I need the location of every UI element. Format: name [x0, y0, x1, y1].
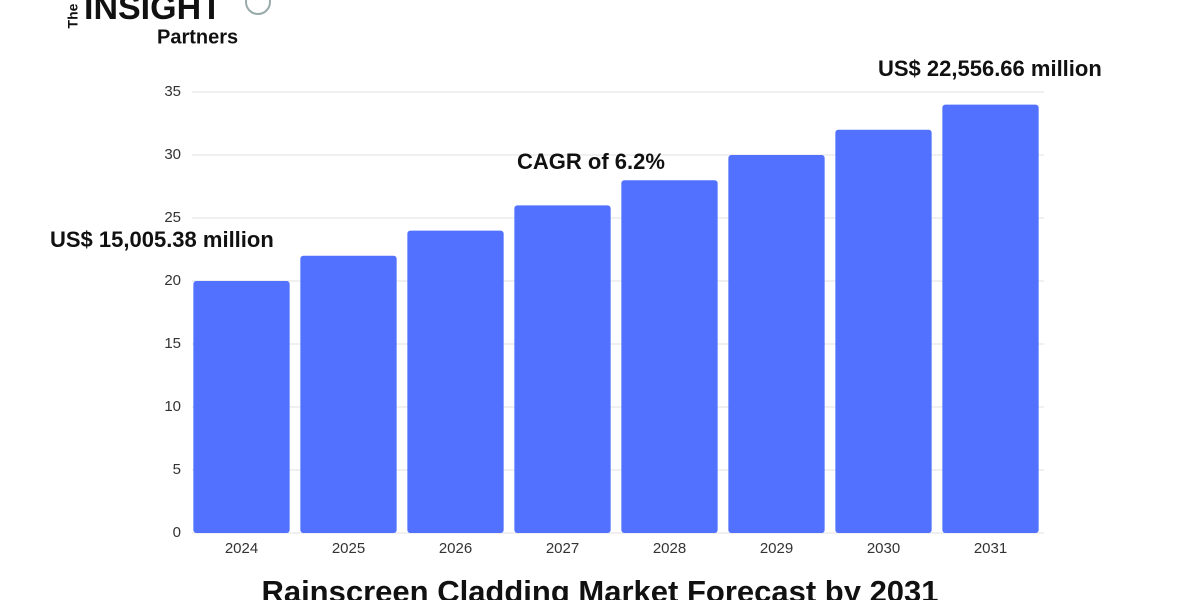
- annotation: CAGR of 6.2%: [517, 149, 665, 174]
- logo: The INSIGHT Partners: [65, 0, 271, 48]
- x-tick-label: 2030: [867, 540, 900, 557]
- annotation: US$ 15,005.38 million: [50, 227, 274, 252]
- bar: [300, 255, 397, 534]
- x-tick-label: 2026: [439, 540, 472, 557]
- y-tick-label: 30: [164, 146, 181, 163]
- y-tick-label: 0: [173, 524, 181, 541]
- y-tick-label: 10: [164, 398, 181, 415]
- bar: [514, 205, 611, 533]
- x-tick-label: 2024: [225, 540, 258, 557]
- y-tick-label: 35: [164, 83, 181, 100]
- logo-prefix: The: [65, 3, 81, 28]
- bar: [193, 281, 290, 533]
- bar: [407, 230, 504, 533]
- x-tick-label: 2027: [546, 540, 579, 557]
- x-tick-label: 2025: [332, 540, 365, 557]
- x-tick-label: 2029: [760, 540, 793, 557]
- bar: [621, 180, 718, 533]
- y-tick-label: 25: [164, 209, 181, 226]
- logo-suffix: Partners: [157, 26, 238, 48]
- bar: [942, 104, 1039, 533]
- bar: [835, 129, 932, 534]
- y-tick-label: 15: [164, 335, 181, 352]
- chart-title: Rainscreen Cladding Market Forecast by 2…: [261, 574, 938, 600]
- x-tick-label: 2028: [653, 540, 686, 557]
- y-tick-label: 5: [173, 461, 181, 478]
- logo-icon: [245, 0, 271, 15]
- annotation: US$ 22,556.66 million: [878, 56, 1102, 81]
- bar: [728, 155, 825, 533]
- y-tick-label: 20: [164, 272, 181, 289]
- logo-name: INSIGHT: [84, 0, 222, 27]
- x-tick-label: 2031: [974, 540, 1007, 557]
